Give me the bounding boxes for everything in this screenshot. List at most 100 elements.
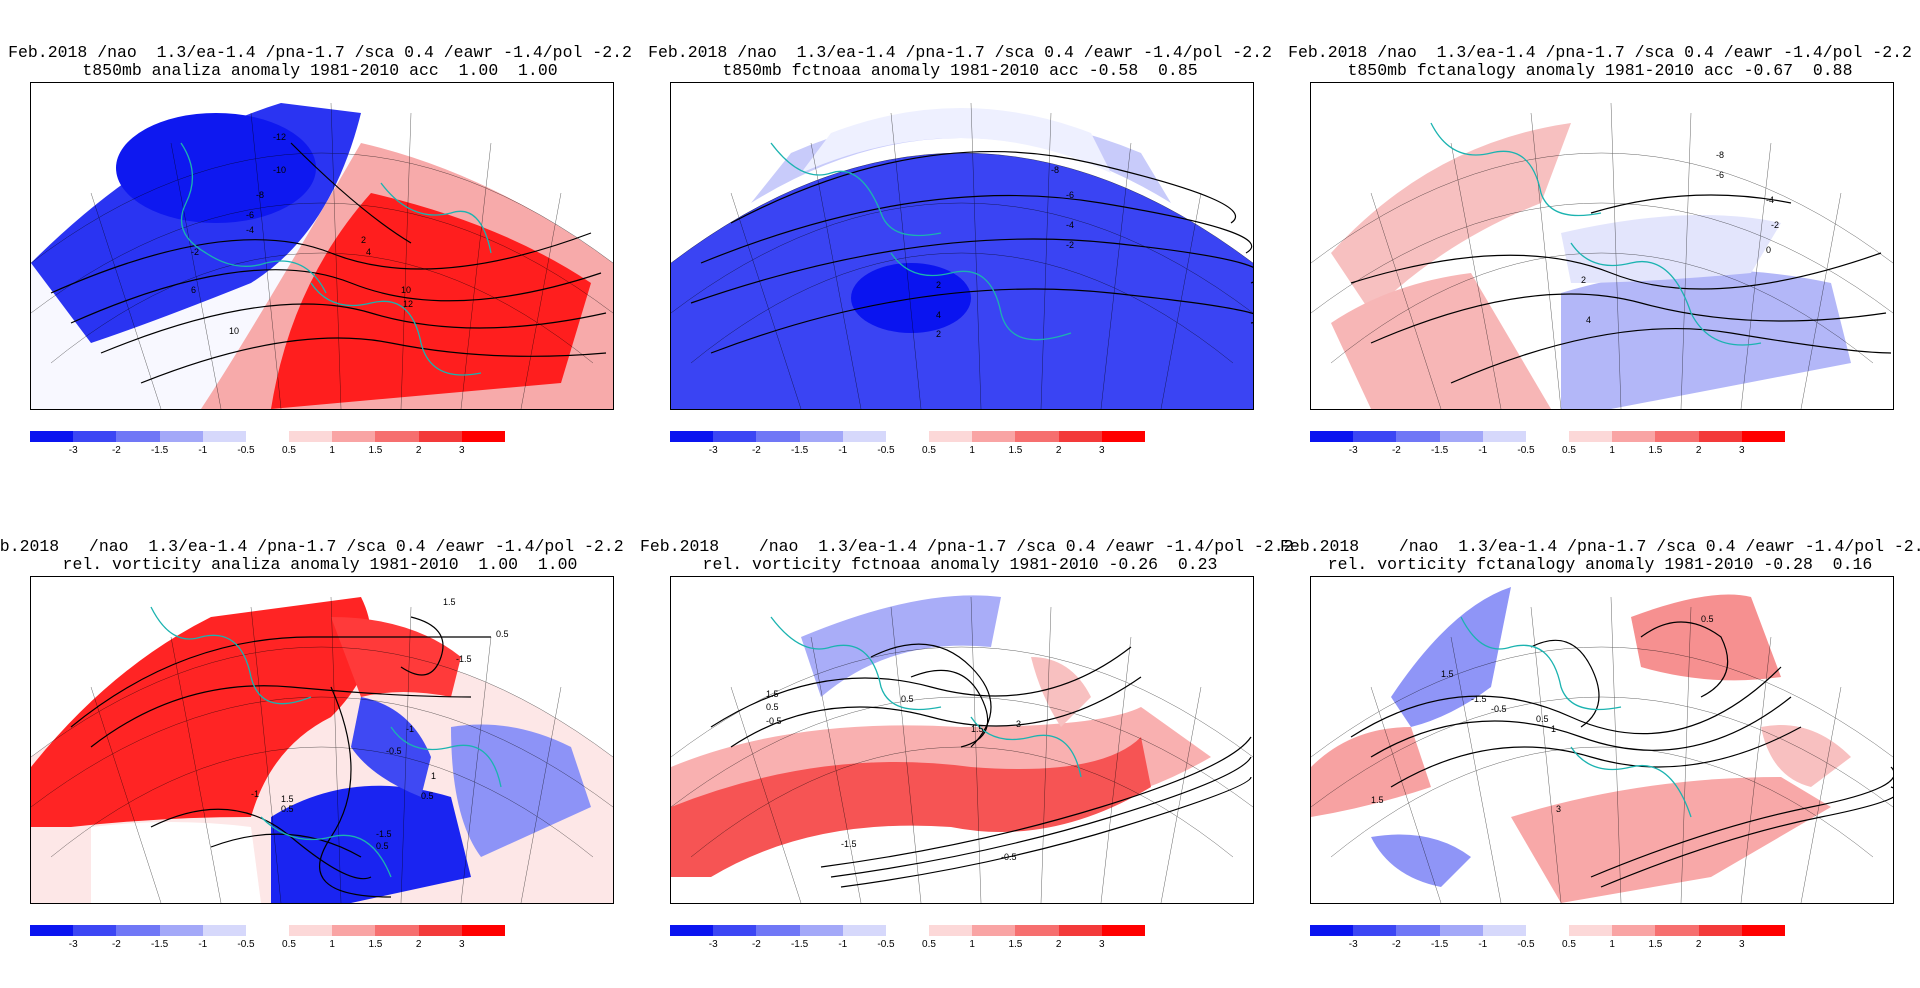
colorbar-swatch: [1310, 431, 1354, 442]
colorbar-swatch: [713, 925, 757, 936]
colorbar-swatch: [332, 925, 376, 936]
colorbar-swatch: [670, 431, 714, 442]
contour-label: 0.5: [376, 841, 389, 851]
colorbar-tick-label: -3: [1348, 939, 1358, 950]
colorbar-swatch: [1655, 925, 1699, 936]
colorbar: -3 -2 -1.5 -1 -0.5 0.5 1 1.5 2 3: [670, 925, 1254, 965]
contour-label: 0: [1766, 245, 1771, 255]
contour-label: -8: [1051, 165, 1059, 175]
contour-label: 0.5: [421, 791, 434, 801]
colorbar-swatch: [713, 431, 757, 442]
colorbar-tick-label: -3: [1348, 445, 1358, 456]
colorbar-swatch: [159, 925, 203, 936]
map-vort-analiza: 1.5 0.5 -1.5 -1 -0.5 1 0.5 -1 1.5 0.5 -1…: [30, 576, 614, 904]
colorbar-swatch: [972, 431, 1016, 442]
map-t850-fctanalogy: -8 -6 -4 -2 0 2 4: [1310, 82, 1894, 410]
colorbar-swatch: [73, 925, 117, 936]
panel-title-line2: rel. vorticity fctnoaa anomaly 1981-2010…: [702, 555, 1218, 574]
colorbar-swatch: [289, 925, 333, 936]
colorbar-tick-label: 3: [1739, 445, 1745, 456]
contour-label: 1.5: [1441, 669, 1454, 679]
colorbar-swatch: [116, 925, 160, 936]
colorbar-swatch: [756, 925, 800, 936]
colorbar-tick-label: 1: [1609, 939, 1615, 950]
colorbar-tick-label: -1.5: [1430, 939, 1449, 950]
colorbar-tick-label: -0.5: [877, 445, 895, 456]
colorbar: -3 -2 -1.5 -1 -0.5 0.5 1 1.5 2 3: [30, 431, 614, 471]
colorbar-tick-label: -0.5: [237, 939, 255, 950]
contour-label: 1: [431, 771, 436, 781]
colorbar-tick-label: 0.5: [922, 939, 936, 950]
contour-label: -1: [251, 789, 259, 799]
colorbar-tick-label: -1: [1478, 445, 1488, 456]
contour-label: -4: [246, 225, 254, 235]
colorbar-tick-label: 0.5: [282, 939, 296, 950]
colorbar-tick-label: 1.5: [1648, 445, 1663, 456]
map-vort-fctnoaa: 1.5 0.5 -0.5 0.5 1.5 3 -1.5 -0.5: [670, 576, 1254, 904]
colorbar-tick-label: -0.5: [1517, 939, 1535, 950]
contour-label: 1: [1551, 724, 1556, 734]
contour-label: -8: [256, 190, 264, 200]
contour-label: 1.5: [443, 597, 456, 607]
contour-label: -12: [273, 132, 286, 142]
colorbar-tick-label: 3: [1099, 445, 1105, 456]
panel-title-line2: rel. vorticity fctanalogy anomaly 1981-2…: [1327, 555, 1873, 574]
panel-title-line2: t850mb analiza anomaly 1981-2010 acc 1.0…: [82, 61, 558, 80]
colorbar-swatch: [418, 431, 462, 442]
colorbar-tick-label: 1: [969, 939, 975, 950]
map-t850-fctnoaa: -8 -6 -4 -2 2 4 2: [670, 82, 1254, 410]
colorbar-tick-label: -1: [838, 939, 848, 950]
contour-label: 3: [1016, 719, 1021, 729]
colorbar-swatch: [1741, 431, 1785, 442]
contour-label: -0.5: [766, 716, 782, 726]
contour-label: -1: [406, 724, 414, 734]
colorbar-swatch: [842, 431, 886, 442]
colorbar-tick-label: -1.5: [790, 445, 809, 456]
colorbar-tick-label: 2: [415, 939, 422, 950]
colorbar-tick-label: -2: [1391, 939, 1401, 950]
colorbar-tick-label: -1: [198, 939, 208, 950]
contour-label: -0.5: [1001, 852, 1017, 862]
contour-label: 1.5: [281, 794, 294, 804]
contour-label: -1.5: [1471, 694, 1487, 704]
contour-label: -4: [1766, 195, 1774, 205]
contour-label: 1.5: [766, 689, 779, 699]
contour-label: -1.5: [456, 654, 472, 664]
colorbar-swatch: [670, 925, 714, 936]
colorbar-swatch: [202, 925, 246, 936]
colorbar: -3 -2 -1.5 -1 -0.5 0.5 1 1.5 2 3: [1310, 925, 1894, 965]
panel-title-line1: Feb.2018 /nao 1.3/ea-1.4 /pna-1.7 /sca 0…: [640, 537, 1294, 556]
contour-label: 2: [936, 329, 941, 339]
contour-label: 4: [366, 247, 371, 257]
panel-vort-fctnoaa: Feb.2018 /nao 1.3/ea-1.4 /pna-1.7 /sca 0…: [640, 494, 1294, 988]
colorbar-tick-label: -1: [198, 445, 208, 456]
colorbar-swatch: [289, 431, 333, 442]
contour-label: -0.5: [1491, 704, 1507, 714]
colorbar-swatch: [30, 925, 74, 936]
colorbar-tick-label: -1.5: [790, 939, 809, 950]
colorbar-swatch: [1612, 431, 1656, 442]
colorbar-swatch: [30, 431, 74, 442]
contour-label: -6: [246, 210, 254, 220]
colorbar-swatch: [461, 431, 505, 442]
panel-title-line1: Feb.2018 /nao 1.3/ea-1.4 /pna-1.7 /sca 0…: [1288, 43, 1912, 62]
colorbar-tick-label: 3: [459, 939, 465, 950]
colorbar-swatch: [1741, 925, 1785, 936]
colorbar-tick-label: -2: [111, 445, 121, 456]
panel-title-line1: Feb.2018 /nao 1.3/ea-1.4 /pna-1.7 /sca 0…: [0, 537, 624, 556]
colorbar-swatch: [1482, 925, 1526, 936]
panel-t850-analiza: Feb.2018 /nao 1.3/ea-1.4 /pna-1.7 /sca 0…: [0, 0, 640, 494]
panel-title-line2: rel. vorticity analiza anomaly 1981-2010…: [62, 555, 578, 574]
panel-title-line1: Feb.2018 /nao 1.3/ea-1.4 /pna-1.7 /sca 0…: [648, 43, 1272, 62]
panel-t850-fctanalogy: Feb.2018 /nao 1.3/ea-1.4 /pna-1.7 /sca 0…: [1280, 0, 1920, 494]
colorbar: -3 -2 -1.5 -1 -0.5 0.5 1 1.5 2 3: [30, 925, 614, 965]
contour-label: -1.5: [841, 839, 857, 849]
colorbar-swatch: [756, 431, 800, 442]
colorbar-swatch: [799, 925, 843, 936]
colorbar-tick-label: -0.5: [877, 939, 895, 950]
colorbar-tick-label: 1.5: [368, 939, 383, 950]
colorbar-swatch: [799, 431, 843, 442]
colorbar-tick-label: -3: [68, 939, 78, 950]
colorbar-tick-label: 0.5: [1562, 939, 1576, 950]
colorbar-swatch: [1310, 925, 1354, 936]
